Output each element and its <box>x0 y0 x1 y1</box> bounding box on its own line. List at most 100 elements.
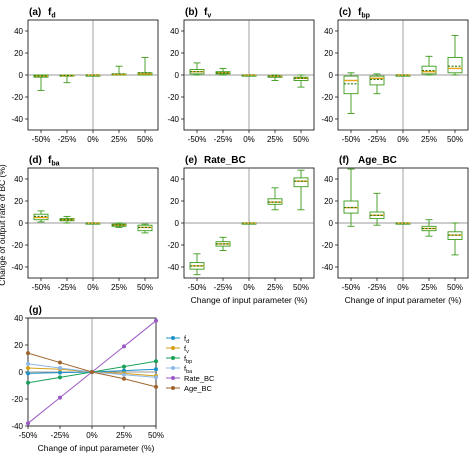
x-tick-label: 50% <box>293 283 309 292</box>
y-tick-label: 0 <box>19 368 24 377</box>
panel-title-subscript: v <box>207 13 211 20</box>
y-tick-label: 40 <box>324 175 333 184</box>
y-tick-label: -20 <box>11 395 23 404</box>
panel-title: fba <box>48 155 60 168</box>
box-0 <box>343 72 359 114</box>
y-tick-label: 40 <box>170 175 179 184</box>
panel-title-main: Age_BC <box>358 155 397 166</box>
x-tick-label: 25% <box>111 283 127 292</box>
x-tick-label: 50% <box>293 135 309 144</box>
x-tick-label: 25% <box>267 135 283 144</box>
x-axis-label: Change of input parameter (%) <box>345 295 462 305</box>
series-point <box>26 371 30 376</box>
x-tick-label: -25% <box>214 135 233 144</box>
y-tick-label: 0 <box>175 219 180 228</box>
y-tick-label: -20 <box>167 93 179 102</box>
x-tick-label: 25% <box>111 135 127 144</box>
panel-title: fv <box>204 7 211 20</box>
panel-title: Age_BC <box>358 155 397 166</box>
box-2 <box>85 74 101 77</box>
series-point <box>154 318 158 323</box>
x-tick-label: -25% <box>58 283 77 292</box>
box-iqr <box>369 75 385 86</box>
y-tick-label: -40 <box>321 263 333 272</box>
y-tick-label: 0 <box>19 71 24 80</box>
box-4 <box>447 34 463 76</box>
series-point <box>26 365 30 370</box>
series-point <box>90 370 94 374</box>
y-tick-label: -40 <box>321 115 333 124</box>
series-point <box>58 375 62 380</box>
y-tick-label: 0 <box>175 71 180 80</box>
x-tick-label: 0% <box>243 283 255 292</box>
box-4 <box>137 56 153 76</box>
x-tick-label: -50% <box>19 431 38 440</box>
box-3 <box>111 65 127 76</box>
box-1 <box>59 215 75 224</box>
box-3 <box>267 187 283 211</box>
box-0 <box>343 168 359 227</box>
y-tick-label: 20 <box>170 197 179 206</box>
x-tick-label: 0% <box>87 135 99 144</box>
legend-label: fba <box>184 364 193 375</box>
series-point <box>154 384 158 389</box>
y-tick-label: 20 <box>324 49 333 58</box>
y-tick-label: 20 <box>14 197 23 206</box>
legend-label-subscript: v <box>186 349 189 355</box>
panel-title-subscript: d <box>51 13 55 20</box>
y-tick-label: -40 <box>167 263 179 272</box>
box-2 <box>241 74 257 77</box>
x-tick-label: 50% <box>148 431 164 440</box>
legend-label-main: f <box>184 344 187 353</box>
x-tick-label: 0% <box>86 431 98 440</box>
x-tick-label: 25% <box>421 135 437 144</box>
box-4 <box>137 223 153 234</box>
y-tick-label: 40 <box>14 27 23 36</box>
panel-label: (a) <box>29 7 41 18</box>
x-tick-label: -25% <box>58 135 77 144</box>
panel-label: (g) <box>29 305 42 316</box>
x-tick-label: -50% <box>188 135 207 144</box>
series-point <box>122 376 126 381</box>
y-tick-label: 0 <box>329 71 334 80</box>
legend-label-main: f <box>184 354 187 363</box>
y-tick-label: 20 <box>324 197 333 206</box>
box-1 <box>369 73 385 95</box>
x-tick-label: 25% <box>267 283 283 292</box>
box-0 <box>189 62 205 76</box>
y-tick-label: -40 <box>11 115 23 124</box>
y-tick-label: -40 <box>11 422 23 431</box>
y-tick-label: 40 <box>14 314 23 323</box>
panel-title-subscript: bp <box>361 13 370 20</box>
panel-label: (c) <box>339 7 351 18</box>
x-tick-label: -25% <box>214 283 233 292</box>
series-5 <box>26 351 158 389</box>
panel-title-main: f <box>48 7 52 18</box>
legend-label-main: f <box>184 334 187 343</box>
legend-swatch-marker <box>171 336 175 340</box>
panel-c: 40 20 0 -20 -40 -50% -25% 0% 25% 50% (c) <box>321 7 469 144</box>
box-2 <box>395 74 411 77</box>
box-1 <box>215 236 231 251</box>
x-tick-label: -25% <box>51 431 70 440</box>
y-tick-label: -20 <box>321 93 333 102</box>
x-tick-label: 50% <box>137 283 153 292</box>
legend-swatch-marker <box>171 386 175 390</box>
x-tick-label: 50% <box>137 135 153 144</box>
y-tick-label: -20 <box>321 241 333 250</box>
y-tick-label: -40 <box>11 263 23 272</box>
box-0 <box>189 253 205 276</box>
y-tick-label: -20 <box>167 241 179 250</box>
panel-e: 40 20 0 -20 -40 -50% -25% 0% 25% 50% (e) Change of … <box>167 155 315 305</box>
y-tick-label: 20 <box>14 341 23 350</box>
y-tick-label: -40 <box>167 115 179 124</box>
x-tick-label: 50% <box>447 283 463 292</box>
x-tick-label: 50% <box>447 135 463 144</box>
box-3 <box>111 222 127 228</box>
x-axis-label: Change of input parameter (%) <box>191 295 308 305</box>
y-tick-label: 40 <box>324 27 333 36</box>
panel-label: (d) <box>29 155 42 166</box>
box-3 <box>421 219 437 237</box>
series-point <box>154 375 158 380</box>
box-2 <box>395 222 411 225</box>
